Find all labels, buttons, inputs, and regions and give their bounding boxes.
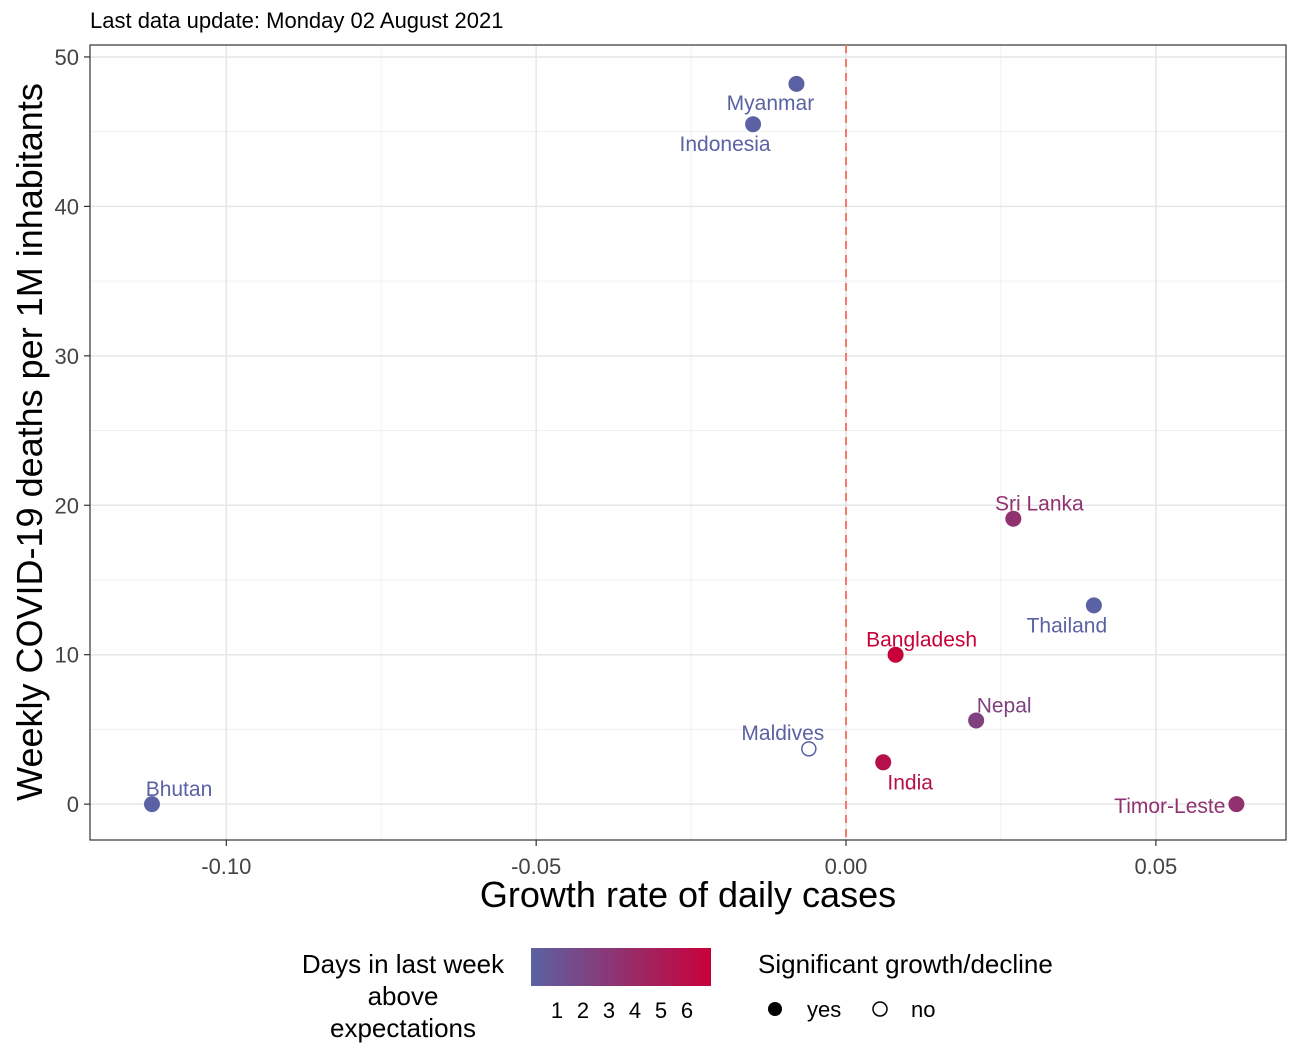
data-point: [887, 646, 904, 663]
color-legend-title: Days in last week above expectations: [302, 949, 505, 1043]
data-point: [968, 712, 985, 729]
shape-legend-title: Significant growth/decline: [758, 949, 1053, 979]
x-tick-label: -0.10: [201, 854, 251, 879]
y-tick-label: 30: [55, 344, 79, 369]
plot-panel-border: [89, 44, 1287, 841]
data-labels: Myanmar Indonesia Sri Lanka Thailand Banglad…: [146, 92, 1226, 818]
data-point: [788, 75, 805, 92]
shape-legend-entries: yes no: [768, 997, 935, 1022]
data-label: Bhutan: [146, 778, 213, 801]
color-legend-bar: [531, 948, 711, 986]
x-tick-label: -0.05: [511, 854, 561, 879]
data-label: Thailand: [1027, 614, 1108, 637]
y-tick-label: 20: [55, 493, 79, 518]
shape-legend-filled-marker: [768, 1002, 782, 1016]
y-tick-label: 40: [55, 194, 79, 219]
data-label: Maldives: [741, 722, 824, 745]
color-legend-tick: 1: [551, 998, 563, 1023]
data-label: Indonesia: [680, 133, 771, 156]
grid-major: [90, 45, 1286, 840]
color-legend-tick: 2: [577, 998, 589, 1023]
x-axis: -0.10 -0.05 0.00 0.05: [201, 840, 1177, 879]
y-tick-label: 50: [55, 45, 79, 70]
grid-minor: [90, 45, 1286, 840]
x-tick-label: 0.05: [1134, 854, 1177, 879]
data-point: [801, 741, 817, 757]
data-points: [143, 75, 1245, 813]
data-point: [143, 796, 160, 813]
shape-legend-label: no: [911, 997, 935, 1022]
data-label: Sri Lanka: [995, 493, 1084, 516]
y-tick-label: 0: [67, 792, 79, 817]
data-label: Myanmar: [727, 92, 815, 115]
chart-subtitle: Last data update: Monday 02 August 2021: [90, 8, 503, 33]
color-legend-tick: 6: [681, 998, 693, 1023]
color-legend-tick: 5: [655, 998, 667, 1023]
x-tick-label: 0.00: [825, 854, 868, 879]
color-legend-tick: 3: [603, 998, 615, 1023]
data-point: [1005, 510, 1022, 527]
data-point: [1228, 796, 1245, 813]
data-label: Nepal: [977, 694, 1032, 717]
data-label: Bangladesh: [866, 629, 977, 652]
color-legend-tick: 4: [629, 998, 641, 1023]
data-point: [875, 754, 892, 771]
data-label: India: [887, 771, 933, 794]
data-point: [745, 116, 762, 133]
y-axis: 0 10 20 30 40 50: [55, 45, 90, 817]
y-tick-label: 10: [55, 643, 79, 668]
data-point: [1085, 597, 1102, 614]
x-axis-title: Growth rate of daily cases: [480, 874, 896, 915]
shape-legend-label: yes: [807, 997, 841, 1022]
shape-legend-open-marker: [872, 1001, 888, 1017]
data-label: Timor-Leste: [1114, 795, 1225, 818]
y-axis-title: Weekly COVID-19 deaths per 1M inhabitant…: [9, 83, 50, 801]
